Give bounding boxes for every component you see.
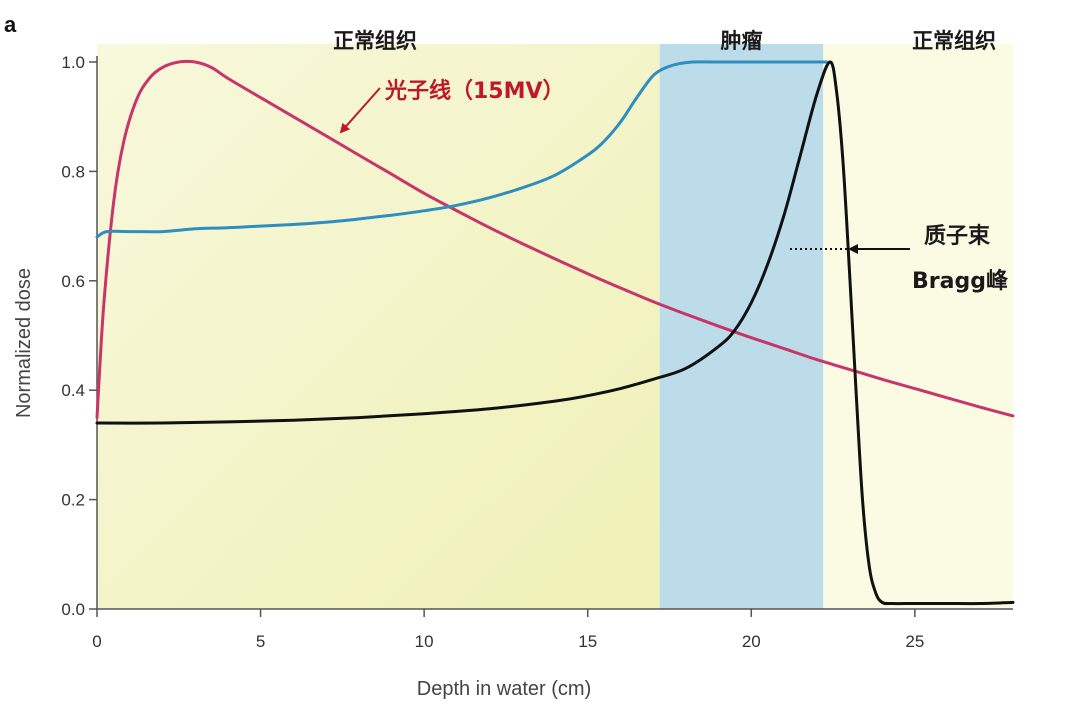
y-tick-label: 0.2: [61, 491, 85, 510]
y-tick-label: 1.0: [61, 53, 85, 72]
x-tick-label: 5: [256, 632, 265, 651]
y-axis-title: Normalized dose: [13, 268, 35, 418]
region-label-tumor: 肿瘤: [720, 29, 762, 53]
x-axis-title: Depth in water (cm): [417, 678, 592, 700]
x-tick-label: 10: [415, 632, 434, 651]
proton-annotation-label-line1: 质子束: [924, 223, 991, 249]
region-normal-tissue-proximal: [97, 44, 660, 609]
ticks-layer: 0.0 0.2 0.4 0.6 0.8 1.0 0 5 10 15 20 25: [61, 53, 924, 651]
x-tick-label: 20: [742, 632, 761, 651]
series-spread-out-bragg-peak: [95, 60, 828, 239]
proton-annotation-label-line2: Bragg峰: [912, 269, 1009, 294]
panel-label: a: [4, 12, 17, 37]
x-tick-label: 25: [905, 632, 924, 651]
y-tick-label: 0.4: [61, 381, 85, 400]
region-tumor: [659, 44, 824, 609]
region-label-normal-distal: 正常组织: [912, 29, 996, 53]
region-normal-tissue-distal: [823, 44, 1013, 609]
y-tick-label: 0.8: [61, 162, 85, 181]
axes-layer: [96, 56, 1013, 610]
photon-annotation-arrow: [339, 87, 381, 134]
regions-layer: [97, 44, 1013, 609]
y-tick-label: 0.0: [61, 600, 85, 619]
y-tick-label: 0.6: [61, 272, 85, 291]
series-proton-bragg-peak: [95, 60, 1015, 606]
series-layer: [95, 59, 1015, 606]
x-tick-label: 0: [92, 632, 101, 651]
photon-annotation-label: 光子线（15MV）: [384, 78, 565, 104]
region-label-normal-proximal: 正常组织: [333, 29, 417, 53]
x-tick-label: 15: [578, 632, 597, 651]
